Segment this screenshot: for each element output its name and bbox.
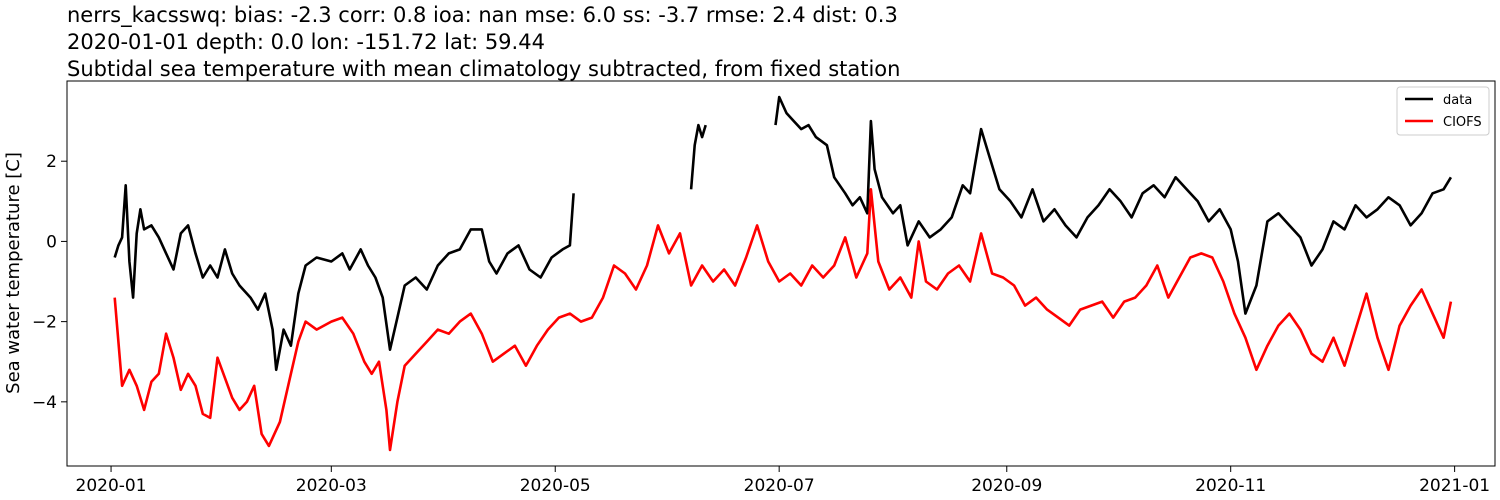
x-tick-label: 2021-01 <box>1419 476 1490 496</box>
legend-label-data: data <box>1443 93 1472 108</box>
y-axis-label: Sea water temperature [C] <box>3 152 24 394</box>
series-line-data-segment-3 <box>774 95 1453 315</box>
y-tick-label: 2 <box>46 152 57 172</box>
x-tick-label: 2020-07 <box>744 476 815 496</box>
legend: data CIOFS <box>1396 86 1490 136</box>
title-line-description: Subtidal sea temperature with mean clima… <box>67 57 900 81</box>
y-tick-label: −2 <box>32 313 57 333</box>
series-layer <box>113 95 1453 452</box>
y-tick-label: −4 <box>32 393 57 413</box>
series-line-ciofs-segment-1 <box>113 188 1453 452</box>
y-axis: −4 −2 0 2 <box>32 152 67 413</box>
x-tick-label: 2020-11 <box>1195 476 1266 496</box>
plot-frame <box>66 80 1496 467</box>
title-line-metrics: nerrs_kacsswq: bias: -2.3 corr: 0.8 ioa:… <box>67 3 898 28</box>
y-tick-label: 0 <box>46 232 57 252</box>
x-tick-label: 2020-03 <box>296 476 367 496</box>
x-axis: 2020-01 2020-03 2020-05 2020-07 2020-09 2020-… <box>76 466 1490 496</box>
x-tick-label: 2020-05 <box>520 476 591 496</box>
x-tick-label: 2020-01 <box>76 476 147 496</box>
series-line-data-segment-2 <box>689 123 707 190</box>
title-line-location: 2020-01-01 depth: 0.0 lon: -151.72 lat: … <box>67 30 545 54</box>
chart-title: nerrs_kacsswq: bias: -2.3 corr: 0.8 ioa:… <box>67 3 900 81</box>
legend-label-ciofs: CIOFS <box>1443 115 1482 130</box>
x-tick-label: 2020-09 <box>971 476 1042 496</box>
series-line-data-segment-1 <box>113 184 575 372</box>
